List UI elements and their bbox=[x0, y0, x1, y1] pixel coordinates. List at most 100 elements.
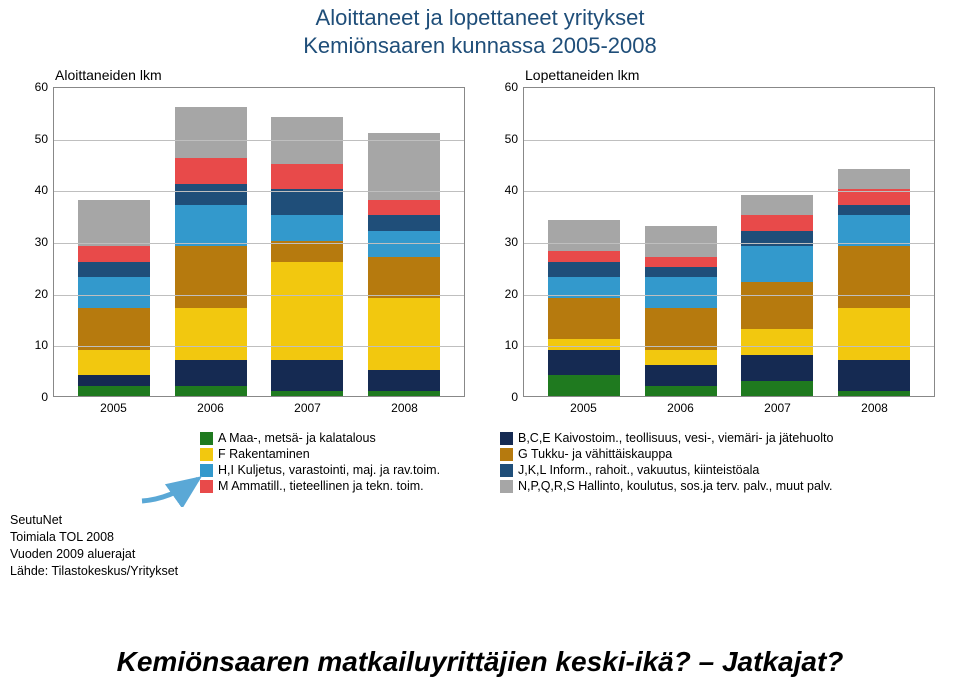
bar-segment-F bbox=[548, 339, 620, 349]
source-line: Lähde: Tilastokeskus/Yritykset bbox=[10, 563, 178, 580]
chart-panel-right: Lopettaneiden lkm 0102030405060 2005 2006… bbox=[495, 67, 935, 415]
bar-segment-G bbox=[838, 246, 910, 308]
bar-segment-NPQRS bbox=[78, 200, 150, 247]
bar-segment-G bbox=[271, 241, 343, 262]
y-tick-label: 20 bbox=[26, 287, 48, 301]
y-tick-label: 60 bbox=[496, 80, 518, 94]
x-tick-label: 2006 bbox=[645, 401, 717, 415]
bar-segment-F bbox=[78, 350, 150, 376]
legend-item: H,I Kuljetus, varastointi, maj. ja rav.t… bbox=[200, 463, 500, 477]
bar-segment-G bbox=[741, 282, 813, 329]
bar-segment-F bbox=[271, 262, 343, 360]
x-tick-label: 2008 bbox=[839, 401, 911, 415]
bar-segment-JKL bbox=[368, 215, 440, 231]
bar-segment-A bbox=[175, 386, 247, 396]
y-tick-label: 10 bbox=[26, 338, 48, 352]
legend-swatch bbox=[500, 480, 513, 493]
x-tick-label: 2007 bbox=[742, 401, 814, 415]
legend-item: F Rakentaminen bbox=[200, 447, 500, 461]
bar-segment-NPQRS bbox=[175, 107, 247, 159]
bar-segment-BCE bbox=[838, 360, 910, 391]
panel-title-right: Lopettaneiden lkm bbox=[525, 67, 935, 83]
legend-label: J,K,L Inform., rahoit., vakuutus, kiinte… bbox=[518, 463, 759, 477]
bar-column bbox=[368, 133, 440, 396]
bar-segment-M bbox=[78, 246, 150, 262]
legend-label: G Tukku- ja vähittäiskauppa bbox=[518, 447, 672, 461]
legend-wrap: A Maa-, metsä- ja kalatalous B,C,E Kaivos… bbox=[200, 431, 920, 493]
x-tick-label: 2008 bbox=[369, 401, 441, 415]
legend-item: A Maa-, metsä- ja kalatalous bbox=[200, 431, 500, 445]
plot-area-right: 0102030405060 bbox=[523, 87, 935, 397]
bar-column bbox=[645, 226, 717, 396]
x-tick-label: 2006 bbox=[175, 401, 247, 415]
y-tick-label: 10 bbox=[496, 338, 518, 352]
bar-segment-F bbox=[368, 298, 440, 370]
bar-segment-BCE bbox=[175, 360, 247, 386]
y-tick-label: 50 bbox=[26, 132, 48, 146]
bar-segment-M bbox=[645, 257, 717, 267]
bar-segment-JKL bbox=[78, 262, 150, 278]
bar-segment-A bbox=[645, 386, 717, 396]
y-tick-label: 0 bbox=[26, 390, 48, 404]
y-tick-label: 20 bbox=[496, 287, 518, 301]
source-line: Vuoden 2009 aluerajat bbox=[10, 546, 178, 563]
bar-segment-BCE bbox=[271, 360, 343, 391]
x-tick-label: 2005 bbox=[548, 401, 620, 415]
legend-label: M Ammatill., tieteellinen ja tekn. toim. bbox=[218, 479, 424, 493]
bar-segment-M bbox=[368, 200, 440, 216]
bar-segment-G bbox=[548, 298, 620, 339]
bar-segment-BCE bbox=[741, 355, 813, 381]
bar-segment-BCE bbox=[368, 370, 440, 391]
bar-segment-G bbox=[645, 308, 717, 349]
legend-swatch bbox=[500, 464, 513, 477]
chart-panel-left: Aloittaneiden lkm 0102030405060 20052006… bbox=[25, 67, 465, 415]
source-line: Toimiala TOL 2008 bbox=[10, 529, 178, 546]
legend-item: J,K,L Inform., rahoit., vakuutus, kiinte… bbox=[500, 463, 900, 477]
charts-row: Aloittaneiden lkm 0102030405060 20052006… bbox=[0, 67, 960, 415]
bar-column bbox=[78, 200, 150, 396]
x-labels-left: 2005200620072008 bbox=[53, 401, 465, 415]
legend-label: F Rakentaminen bbox=[218, 447, 310, 461]
legend-label: B,C,E Kaivostoim., teollisuus, vesi-, vi… bbox=[518, 431, 833, 445]
bar-segment-A bbox=[548, 375, 620, 396]
bar-segment-G bbox=[78, 308, 150, 349]
legend-swatch bbox=[200, 448, 213, 461]
legend-swatch bbox=[500, 432, 513, 445]
legend-label: A Maa-, metsä- ja kalatalous bbox=[218, 431, 376, 445]
bar-segment-M bbox=[271, 164, 343, 190]
bar-segment-HI bbox=[838, 215, 910, 246]
pointer-arrow-icon bbox=[140, 467, 210, 507]
legend-item: N,P,Q,R,S Hallinto, koulutus, sos.ja ter… bbox=[500, 479, 900, 493]
bar-segment-A bbox=[838, 391, 910, 396]
bar-segment-JKL bbox=[175, 184, 247, 205]
bar-segment-HI bbox=[645, 277, 717, 308]
bar-segment-M bbox=[741, 215, 813, 231]
bar-segment-BCE bbox=[548, 350, 620, 376]
bar-segment-HI bbox=[175, 205, 247, 246]
y-tick-label: 50 bbox=[496, 132, 518, 146]
bar-segment-F bbox=[175, 308, 247, 360]
bar-segment-G bbox=[368, 257, 440, 298]
legend-swatch bbox=[500, 448, 513, 461]
bar-column bbox=[271, 117, 343, 396]
y-tick-label: 60 bbox=[26, 80, 48, 94]
bar-column bbox=[548, 220, 620, 396]
bar-segment-BCE bbox=[645, 365, 717, 386]
legend-item: M Ammatill., tieteellinen ja tekn. toim. bbox=[200, 479, 500, 493]
bar-segment-NPQRS bbox=[741, 195, 813, 216]
bottom-question-title: Kemiönsaaren matkailuyrittäjien keski-ik… bbox=[0, 646, 960, 678]
title-line-2: Kemiönsaaren kunnassa 2005-2008 bbox=[0, 32, 960, 60]
bar-segment-F bbox=[645, 350, 717, 366]
bar-segment-NPQRS bbox=[368, 133, 440, 200]
y-tick-label: 40 bbox=[496, 183, 518, 197]
bar-segment-A bbox=[78, 386, 150, 396]
bar-segment-BCE bbox=[78, 375, 150, 385]
y-tick-label: 30 bbox=[26, 235, 48, 249]
bar-segment-M bbox=[548, 251, 620, 261]
legend-label: H,I Kuljetus, varastointi, maj. ja rav.t… bbox=[218, 463, 440, 477]
bar-segment-HI bbox=[271, 215, 343, 241]
bar-segment-A bbox=[741, 381, 813, 397]
bar-segment-A bbox=[271, 391, 343, 396]
plot-area-left: 0102030405060 bbox=[53, 87, 465, 397]
bar-column bbox=[838, 169, 910, 396]
